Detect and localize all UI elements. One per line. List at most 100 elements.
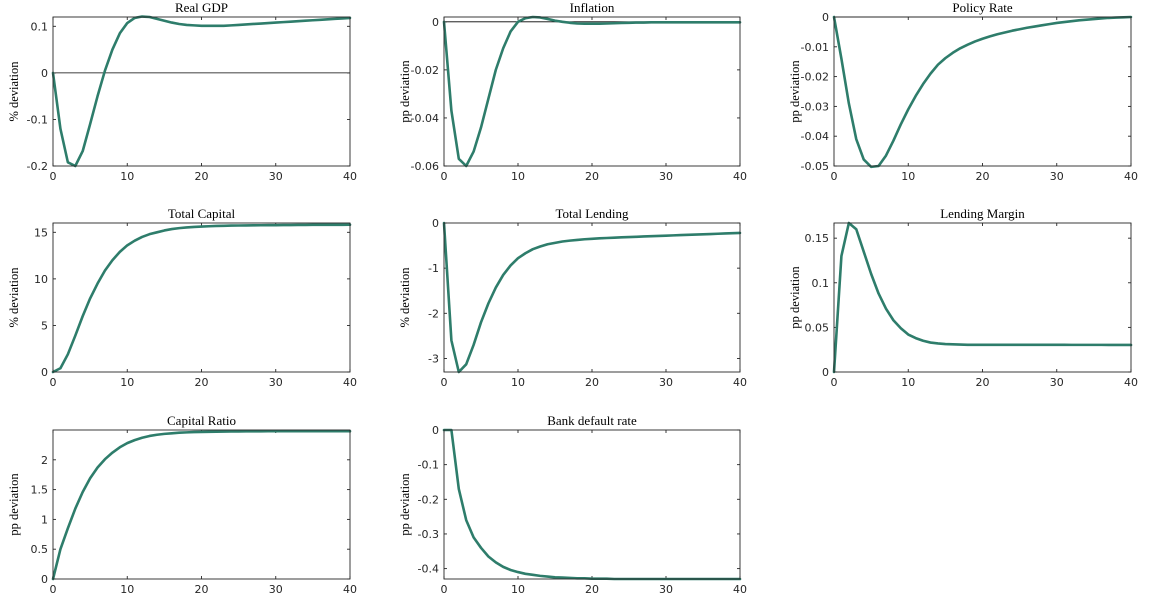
- panel-5: Total Lending % deviation 0 10 20 30 40 -3 -2 -1 0: [398, 206, 747, 389]
- y-tick-label: 5: [41, 319, 48, 332]
- x-tick-label: 20: [195, 376, 209, 389]
- panel-title: Total Capital: [168, 206, 236, 221]
- x-tick-label: 20: [585, 170, 599, 183]
- y-tick-label: 0.1: [31, 20, 49, 33]
- panel-title: Capital Ratio: [167, 413, 236, 428]
- y-tick-label: -2: [428, 307, 439, 320]
- axes-box: [443, 16, 741, 167]
- series-line: [832, 15, 1133, 169]
- x-tick-label: 0: [50, 583, 57, 596]
- x-tick-label: 30: [1050, 170, 1064, 183]
- series-line: [51, 429, 352, 581]
- panel-4: Total Capital % deviation 0 10 20 30 40 0 5 10 15: [7, 206, 357, 389]
- series-line: [442, 221, 742, 374]
- x-tick-label: 0: [831, 376, 838, 389]
- x-tick-label: 0: [441, 170, 448, 183]
- y-tick-label: -0.2: [418, 493, 439, 506]
- x-tick-label: 10: [120, 170, 134, 183]
- x-tick-label: 30: [659, 583, 673, 596]
- series-line: [51, 223, 352, 374]
- x-tick-label: 40: [1124, 170, 1138, 183]
- y-tick-label: 1: [41, 513, 48, 526]
- x-tick-label: 20: [976, 170, 990, 183]
- y-tick-label: -0.3: [418, 528, 439, 541]
- y-tick-label: 0: [41, 573, 48, 586]
- x-tick-label: 10: [120, 583, 134, 596]
- series-line: [832, 221, 1133, 374]
- y-tick-label: 15: [34, 226, 48, 239]
- panel-6: Lending Margin pp deviation 0 10 20 30 40 0 0.05…: [788, 206, 1138, 389]
- series-line: [51, 15, 352, 168]
- y-tick-label: -0.02: [411, 64, 439, 77]
- y-tick-label: -0.06: [411, 160, 439, 173]
- panel-7: Capital Ratio pp deviation 0 10 20 30 40 0 0.5 1 1…: [7, 413, 357, 596]
- y-axis-label: pp deviation: [788, 60, 802, 123]
- y-axis-label: pp deviation: [398, 473, 412, 536]
- x-tick-label: 10: [511, 376, 525, 389]
- y-tick-label: -0.03: [801, 100, 829, 113]
- x-tick-label: 30: [269, 170, 283, 183]
- x-tick-label: 40: [733, 170, 747, 183]
- x-tick-label: 40: [1124, 376, 1138, 389]
- y-tick-label: 0: [41, 67, 48, 80]
- axes-box: [52, 429, 351, 580]
- y-tick-label: -0.04: [411, 112, 439, 125]
- x-tick-label: 0: [441, 376, 448, 389]
- panel-1: Real GDP % deviation 0 10 20 30 40 -0.2 -0.1 0 0.1: [7, 0, 357, 183]
- x-tick-label: 20: [976, 376, 990, 389]
- x-tick-label: 40: [733, 376, 747, 389]
- x-tick-label: 0: [50, 376, 57, 389]
- axes-box: [833, 222, 1132, 373]
- y-tick-label: -0.01: [801, 41, 829, 54]
- y-tick-label: 0: [822, 11, 829, 24]
- x-tick-label: 20: [585, 583, 599, 596]
- y-tick-label: -0.4: [418, 563, 439, 576]
- axes-box: [443, 222, 741, 373]
- y-tick-label: 0.15: [805, 232, 830, 245]
- x-tick-label: 10: [511, 170, 525, 183]
- y-tick-label: 2: [41, 454, 48, 467]
- series-line: [442, 15, 742, 168]
- axes-box: [833, 16, 1132, 167]
- x-tick-label: 40: [343, 583, 357, 596]
- series-line: [442, 428, 742, 581]
- panel-title: Bank default rate: [547, 413, 637, 428]
- panel-8: Bank default rate pp deviation 0 10 20 30 40 -0…: [398, 413, 747, 596]
- panel-title: Inflation: [570, 0, 615, 15]
- panel-2: Inflation pp deviation 0 10 20 30 40 -0.06 -0.04…: [398, 0, 747, 183]
- y-tick-label: -1: [428, 262, 439, 275]
- axes-box: [443, 429, 741, 580]
- panel-3: Policy Rate pp deviation 0 10 20 30 40 -0.05 -0.…: [788, 0, 1138, 183]
- x-tick-label: 40: [343, 376, 357, 389]
- y-axis-label: % deviation: [7, 61, 21, 122]
- y-tick-label: 0: [432, 16, 439, 29]
- x-tick-label: 10: [901, 170, 915, 183]
- y-tick-label: 1.5: [31, 484, 49, 497]
- panel-title: Total Lending: [555, 206, 629, 221]
- y-tick-label: 0.1: [812, 277, 830, 290]
- x-tick-label: 0: [831, 170, 838, 183]
- y-tick-label: 0.5: [31, 543, 49, 556]
- y-tick-label: -3: [428, 352, 439, 365]
- x-tick-label: 40: [343, 170, 357, 183]
- y-tick-label: -0.1: [27, 113, 48, 126]
- x-tick-label: 30: [269, 376, 283, 389]
- x-tick-label: 30: [269, 583, 283, 596]
- y-tick-label: 0: [432, 217, 439, 230]
- y-tick-label: -0.1: [418, 459, 439, 472]
- y-axis-label: pp deviation: [398, 60, 412, 123]
- y-tick-label: -0.05: [801, 160, 829, 173]
- panel-title: Lending Margin: [940, 206, 1025, 221]
- y-tick-label: -0.02: [801, 71, 829, 84]
- y-tick-label: 0: [432, 424, 439, 437]
- x-tick-label: 30: [659, 170, 673, 183]
- y-axis-label: % deviation: [398, 267, 412, 328]
- x-tick-label: 10: [120, 376, 134, 389]
- y-tick-label: -0.2: [27, 160, 48, 173]
- axes-box: [52, 16, 351, 167]
- y-axis-label: pp deviation: [7, 473, 21, 536]
- y-tick-label: -0.04: [801, 130, 829, 143]
- y-tick-label: 0.05: [805, 321, 830, 334]
- panel-title: Real GDP: [175, 0, 228, 15]
